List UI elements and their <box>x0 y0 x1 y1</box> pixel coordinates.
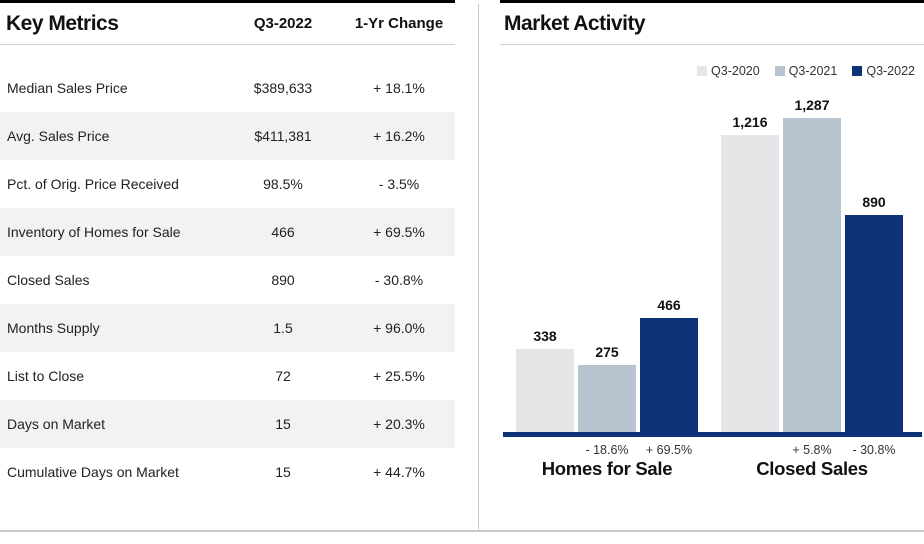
table-row: Closed Sales 890 - 30.8% <box>0 256 455 304</box>
metric-change: + 44.7% <box>373 464 425 480</box>
metric-value: 890 <box>271 272 295 288</box>
metric-label: Cumulative Days on Market <box>7 464 179 480</box>
metric-label: Median Sales Price <box>7 80 128 96</box>
bottom-rule <box>0 530 924 532</box>
market-activity-panel: Market Activity Q3-2020 Q3-2021 Q3-2022 … <box>500 0 924 530</box>
bar-q3-2021 <box>783 118 841 432</box>
bar-q3-2020 <box>721 135 779 432</box>
bar-q3-2022 <box>640 318 698 432</box>
legend-label: Q3-2022 <box>866 64 915 78</box>
metric-change: + 20.3% <box>373 416 425 432</box>
table-row: Avg. Sales Price $411,381 + 16.2% <box>0 112 455 160</box>
bar-q3-2020 <box>516 349 574 432</box>
table-row: List to Close 72 + 25.5% <box>0 352 455 400</box>
legend-item-q3-2021: Q3-2021 <box>774 64 838 78</box>
column-header-period: Q3-2022 <box>253 15 313 32</box>
metric-label: Pct. of Orig. Price Received <box>7 176 179 192</box>
metric-value: 466 <box>271 224 295 240</box>
x-axis-line <box>503 432 922 437</box>
pct-change-label: + 69.5% <box>645 443 693 457</box>
legend-label: Q3-2021 <box>788 64 838 78</box>
category-label: Closed Sales <box>756 458 868 479</box>
bar-value-label: 1,216 <box>732 114 768 130</box>
metric-label: Days on Market <box>7 416 106 432</box>
legend-swatch-q3-2021 <box>774 66 785 76</box>
metric-change: + 18.1% <box>373 80 425 96</box>
bar-q3-2022 <box>845 215 903 432</box>
bar-value-label: 1,287 <box>794 97 830 113</box>
market-activity-title: Market Activity <box>504 11 646 35</box>
legend-item-q3-2022: Q3-2022 <box>852 64 915 78</box>
pct-change-label: - 30.8% <box>852 443 896 457</box>
table-row: Inventory of Homes for Sale 466 + 69.5% <box>0 208 455 256</box>
market-activity-header: Market Activity <box>500 3 924 45</box>
table-row: Months Supply 1.5 + 96.0% <box>0 304 455 352</box>
metric-value: 72 <box>275 368 291 384</box>
key-metrics-rows: Median Sales Price $389,633 + 18.1% Avg. Sa… <box>0 64 455 496</box>
pct-change-label: + 5.8% <box>792 443 832 457</box>
bar-value-label: 275 <box>595 344 619 360</box>
legend-swatch-q3-2020 <box>697 66 708 76</box>
metric-label: List to Close <box>7 368 85 384</box>
metric-label: Inventory of Homes for Sale <box>7 224 181 240</box>
metric-change: - 3.5% <box>378 176 420 192</box>
metric-label: Closed Sales <box>7 272 90 288</box>
metric-change: - 30.8% <box>374 272 424 288</box>
key-metrics-panel: Key Metrics Q3-2022 1-Yr Change Median S… <box>0 0 455 496</box>
table-row: Pct. of Orig. Price Received 98.5% - 3.5% <box>0 160 455 208</box>
vertical-divider <box>478 4 479 531</box>
metric-change: + 69.5% <box>373 224 425 240</box>
column-header-change: 1-Yr Change <box>354 15 444 32</box>
bar-value-label: 338 <box>533 328 557 344</box>
table-row: Cumulative Days on Market 15 + 44.7% <box>0 448 455 496</box>
legend-item-q3-2020: Q3-2020 <box>697 64 760 78</box>
category-label: Homes for Sale <box>541 458 673 479</box>
legend-swatch-q3-2022 <box>852 66 863 76</box>
legend-label: Q3-2020 <box>711 64 760 78</box>
metric-change: + 25.5% <box>373 368 425 384</box>
metric-value: 15 <box>275 464 291 480</box>
key-metrics-title: Key Metrics <box>6 11 119 35</box>
metric-value: 15 <box>275 416 291 432</box>
bar-value-label: 466 <box>657 297 681 313</box>
bar-value-label: 890 <box>862 194 886 210</box>
metric-value: $389,633 <box>253 80 313 96</box>
table-row: Median Sales Price $389,633 + 18.1% <box>0 64 455 112</box>
bar-chart: 338 275 - 18.6% 466 + 69.5% Homes for Sale 1,2… <box>500 83 924 487</box>
bar-q3-2021 <box>578 365 636 432</box>
metric-change: + 96.0% <box>373 320 425 336</box>
pct-change-label: - 18.6% <box>585 443 629 457</box>
metric-label: Avg. Sales Price <box>7 128 110 144</box>
key-metrics-header: Key Metrics Q3-2022 1-Yr Change <box>0 3 455 45</box>
metric-value: $411,381 <box>254 128 312 144</box>
table-row: Days on Market 15 + 20.3% <box>0 400 455 448</box>
metric-label: Months Supply <box>7 320 100 336</box>
chart-legend: Q3-2020 Q3-2021 Q3-2022 <box>697 64 915 78</box>
metric-value: 1.5 <box>273 320 293 336</box>
metric-value: 98.5% <box>263 176 303 192</box>
metric-change: + 16.2% <box>373 128 425 144</box>
